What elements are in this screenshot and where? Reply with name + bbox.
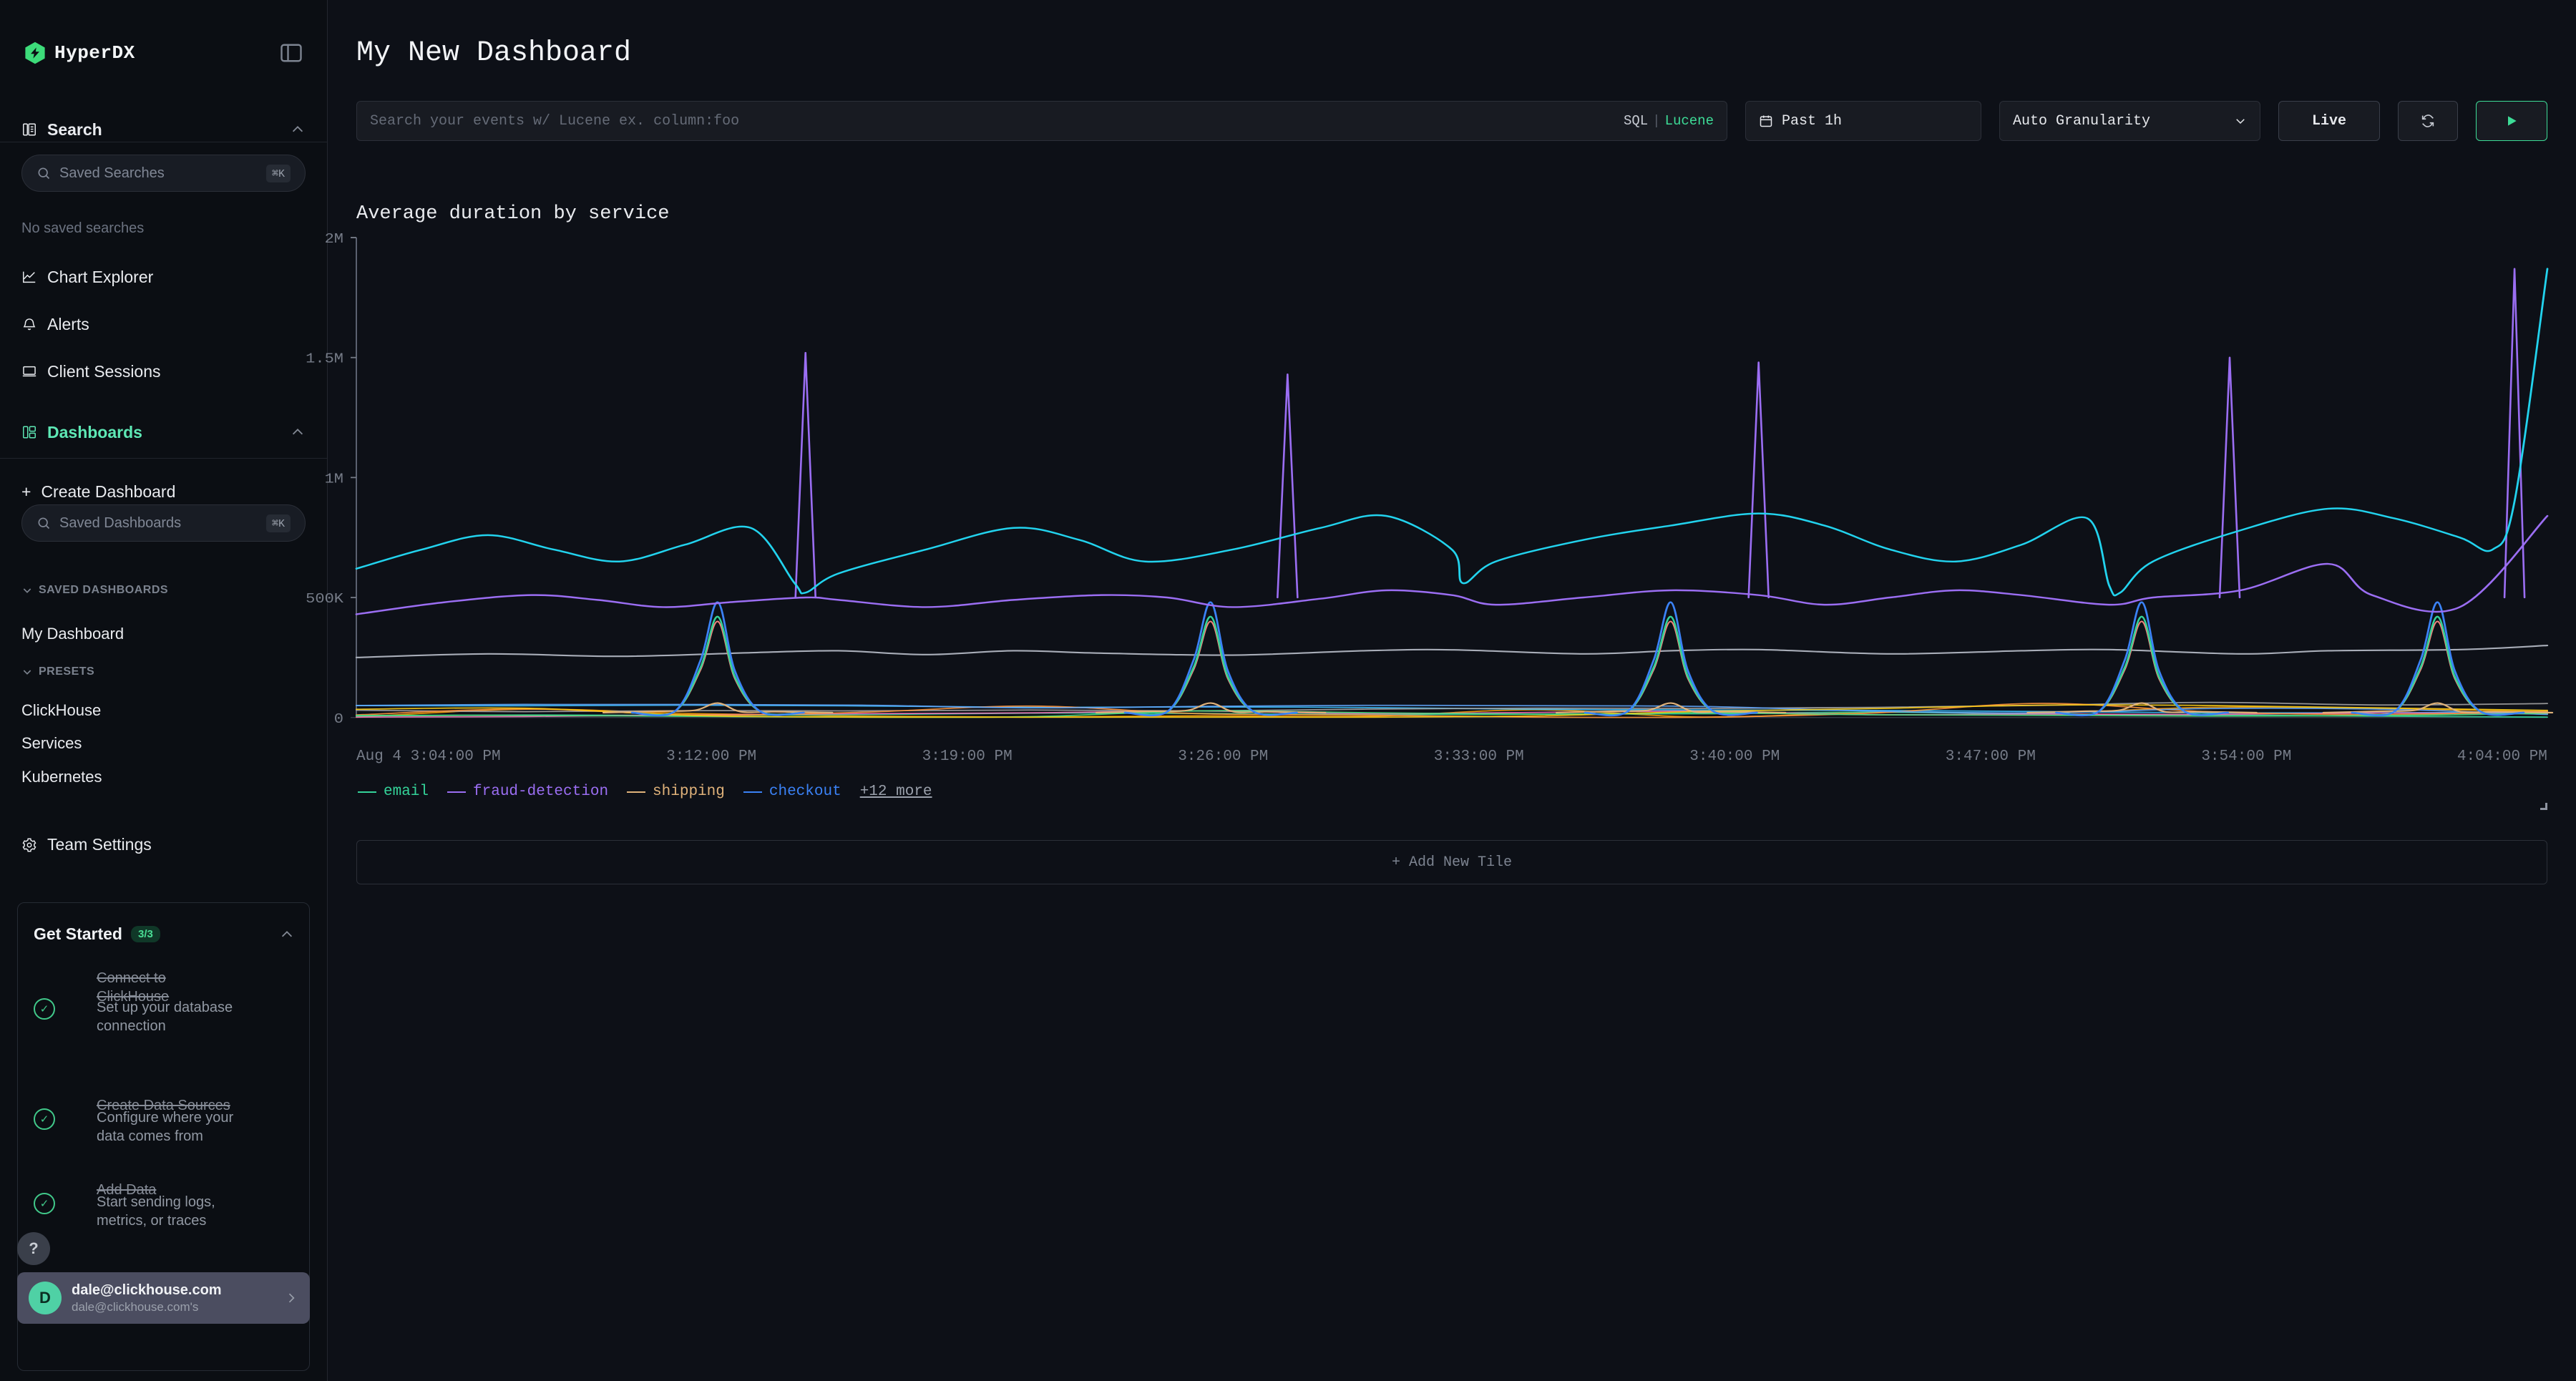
svg-text:0: 0: [334, 712, 343, 728]
svg-text:2M: 2M: [325, 232, 343, 248]
svg-text:1.5M: 1.5M: [306, 352, 343, 368]
svg-text:1M: 1M: [325, 472, 343, 487]
svg-text:500K: 500K: [306, 592, 343, 607]
